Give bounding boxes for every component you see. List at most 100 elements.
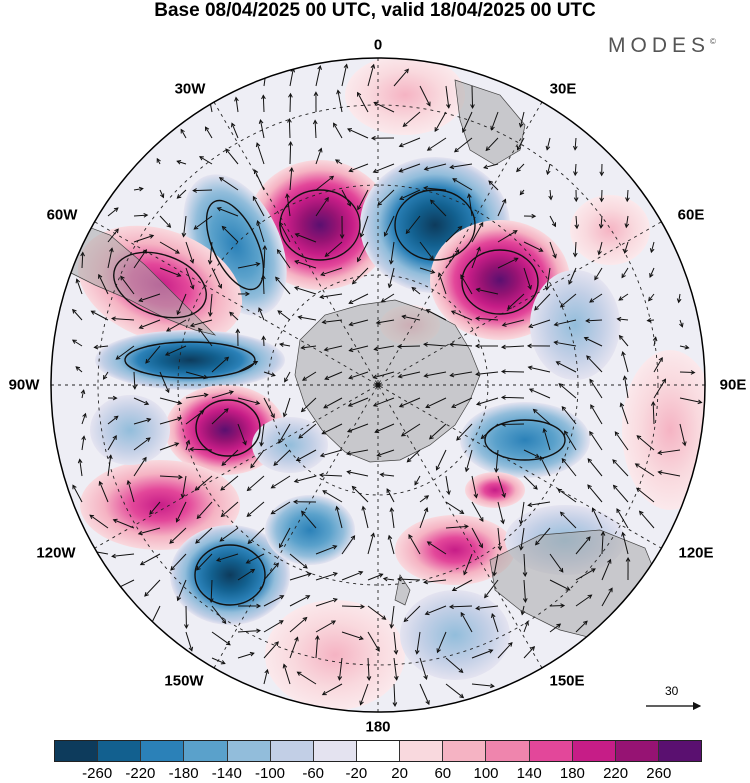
wind-vector [411,287,421,295]
wind-vector-head [319,294,325,300]
wind-vector [635,463,655,477]
wind-vector-head [295,456,301,462]
wind-vector-head [393,675,399,681]
wind-vector-head [255,400,261,405]
wind-vector-head [370,532,376,538]
wind-vector-head [223,408,229,413]
wind-vector-head [612,484,618,490]
wind-vector [81,413,87,425]
wind-vector-head [302,616,308,622]
wind-vector-head [189,258,195,264]
wind-vector-head [320,271,326,277]
wind-vector-head [351,485,357,491]
wind-vector [501,370,525,373]
wind-vector-head [252,195,258,201]
wind-vector [589,379,603,399]
wind-vector-head [622,375,628,381]
wind-vector-head [217,283,223,289]
wind-vector [414,475,421,486]
wind-vector-head [573,197,579,203]
wind-vector [373,102,395,113]
wind-vector [320,474,343,477]
wind-vector [549,579,570,591]
wind-vector [471,85,474,109]
wind-vector [315,620,336,633]
wind-vector [586,355,603,373]
wind-vector-head [490,683,495,689]
wind-vector-head [585,318,591,324]
wind-vector-head [380,298,386,303]
wind-vector [277,249,291,269]
wind-vector-head [587,484,592,490]
wind-vector [338,657,343,680]
wind-vector [463,553,473,575]
wind-vector-head [332,572,338,577]
wind-vector [384,215,395,237]
wind-vector-head [401,314,407,320]
wind-vector [546,163,551,175]
wind-vector-head [319,452,325,458]
wind-vector [159,267,181,277]
wind-vector-head [531,213,537,219]
wind-vector [262,336,265,347]
wind-vector-head [373,101,379,107]
new-zealand-land [394,574,411,606]
wind-vector-head [618,334,624,340]
colorbar-segment [443,741,487,761]
wind-vector [263,245,266,269]
wind-vector [647,319,655,322]
wind-vector-head [389,623,395,629]
wind-vector-head [72,484,77,490]
wind-vector [616,508,629,529]
wind-vector [289,93,292,113]
wind-vector-head [374,428,380,434]
wind-vector [348,397,369,407]
wind-vector [390,241,395,264]
wind-vector-head [621,531,626,537]
wind-vector-head [93,344,99,350]
wind-vector [289,168,293,191]
wind-vector-head [204,126,210,132]
wind-vector [324,345,343,351]
wind-vector-head [318,472,324,478]
wind-vector-head [389,259,394,265]
wind-vector-head [90,310,96,315]
wind-vector [107,415,119,425]
wind-vector [528,501,551,506]
wind-vector [72,485,83,503]
wind-vector [273,449,291,466]
wind-vector [237,423,247,445]
wind-vector-head [296,671,302,676]
wind-vector [490,111,499,130]
wind-vector-head [464,524,469,529]
wind-vector [341,535,355,555]
colorbar-segment [184,741,228,761]
map-boundary [50,57,706,713]
wind-vector-head [475,605,481,611]
wind-vector [502,319,525,326]
wind-vector [222,226,239,243]
wind-vector-head [449,342,454,347]
wind-vector-head [114,228,119,234]
colorbar-tick-label: -260 [82,765,113,782]
wind-vector-head [457,225,463,231]
wind-vector [166,319,187,332]
wind-vector [296,449,317,461]
wind-vector-head [583,336,589,342]
anomaly-blob [80,460,240,550]
wind-vector [568,267,577,285]
wind-vector [485,137,499,151]
modes-logo: MODES© [608,34,716,57]
wind-vector-head [649,272,654,278]
wind-vector [209,293,213,316]
wind-vector-head [381,615,387,620]
wind-vector [336,506,343,529]
wind-vector [199,156,213,165]
wind-vector-head [276,249,282,254]
wind-vector-head [72,308,77,314]
wind-vector-head [322,490,328,495]
wind-vector-head [534,305,539,311]
wind-vector [419,267,435,274]
circulation-contour [124,341,256,379]
wind-vector [112,553,135,557]
